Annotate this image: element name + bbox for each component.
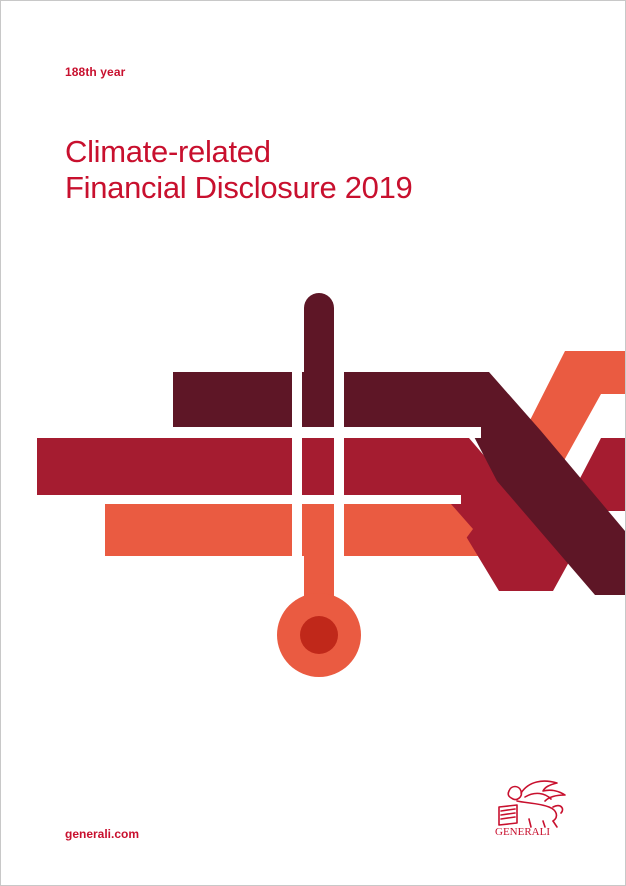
dark-maroon-band (173, 372, 625, 595)
cover-title: Climate-related Financial Disclosure 201… (65, 134, 413, 206)
website-link[interactable]: generali.com (65, 827, 140, 841)
thermometer-stem-middle (304, 438, 334, 495)
generali-winged-lion-icon (498, 780, 566, 828)
white-gap-lower (101, 495, 461, 504)
generali-logo-wordmark: GENERALI (495, 826, 550, 838)
thermometer-stem-top (304, 293, 334, 427)
white-gap-left (292, 361, 302, 561)
crimson-band (37, 438, 625, 591)
white-gap-upper (101, 427, 481, 438)
thermometer-bulb-core (300, 616, 338, 654)
cover-title-line-1: Climate-related (65, 134, 271, 169)
cover-title-line-2: Financial Disclosure 2019 (65, 170, 413, 205)
coral-lower-band (105, 504, 473, 556)
white-gap-right (334, 361, 344, 561)
anniversary-label: 188th year (65, 65, 126, 79)
